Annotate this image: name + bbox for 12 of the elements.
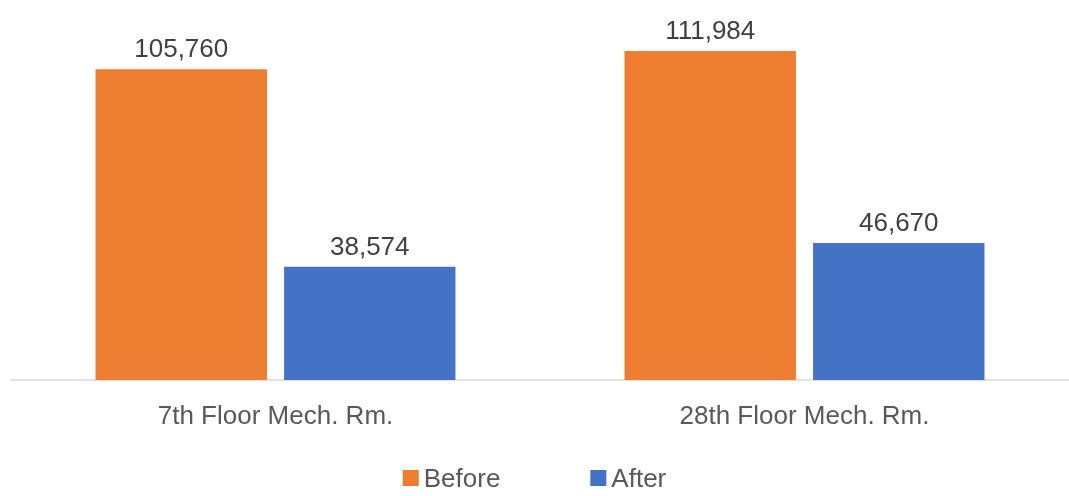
x-tick-label: 28th Floor Mech. Rm. — [679, 400, 930, 430]
x-tick-label: 7th Floor Mech. Rm. — [157, 400, 394, 430]
data-label: 46,670 — [859, 206, 939, 237]
legend-label: Before — [423, 463, 501, 493]
bar — [95, 69, 267, 380]
data-label: 105,760 — [134, 33, 229, 64]
bar — [624, 51, 796, 380]
bar — [284, 266, 456, 380]
data-label: 38,574 — [330, 230, 410, 261]
data-label: 111,984 — [665, 15, 756, 45]
bar — [813, 242, 985, 380]
legend-label: After — [611, 463, 667, 493]
